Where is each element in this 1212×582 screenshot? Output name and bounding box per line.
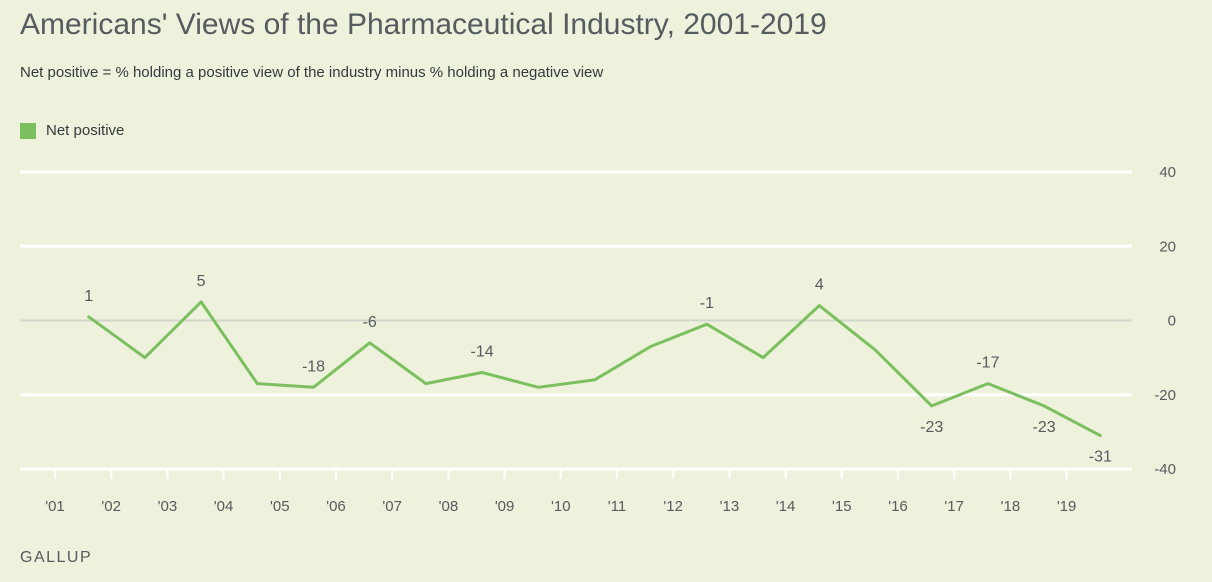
data-label: -23: [1033, 419, 1056, 436]
x-tick-label: '08: [439, 498, 459, 515]
grid-layer: [20, 170, 1132, 471]
x-tick-label: '06: [326, 498, 346, 515]
x-tick-label: '12: [663, 498, 683, 515]
data-labels: 15-18-6-14-14-23-17-23-31: [84, 273, 1112, 466]
x-tick-label: '17: [944, 498, 964, 515]
data-label: -17: [976, 355, 999, 372]
series-line-net-positive: [87, 300, 1102, 438]
data-label: 5: [197, 273, 206, 290]
series-layer: [87, 300, 1102, 438]
chart-subtitle: Net positive = % holding a positive view…: [20, 64, 604, 81]
x-tick-label: '15: [832, 498, 852, 515]
data-label: 1: [84, 288, 93, 305]
data-label: -31: [1089, 449, 1112, 466]
legend-swatch: [20, 122, 36, 139]
data-label: -6: [363, 314, 377, 331]
legend-label: Net positive: [46, 122, 125, 139]
x-tick-label: '07: [382, 498, 402, 515]
x-tick-label: '03: [158, 498, 178, 515]
data-label: -1: [700, 295, 714, 312]
x-tick-label: '16: [888, 498, 908, 515]
x-tick-label: '18: [1001, 498, 1021, 515]
data-label: 4: [815, 277, 824, 294]
x-tick-label: '11: [608, 498, 626, 515]
x-tick-label: '13: [720, 498, 740, 515]
x-tick-label: '10: [551, 498, 571, 515]
y-axis-ticks: 40 20 0 -20 -40: [1154, 164, 1176, 478]
y-tick-label: -40: [1154, 461, 1176, 478]
x-tick-label: '04: [214, 498, 234, 515]
source-label: GALLUP: [20, 549, 93, 566]
chart-title: Americans' Views of the Pharmaceutical I…: [20, 8, 827, 41]
y-tick-label: 20: [1159, 238, 1176, 255]
y-tick-label: 40: [1159, 164, 1176, 181]
x-tick-label: '14: [776, 498, 796, 515]
legend: Net positive: [20, 122, 124, 139]
y-tick-label: 0: [1168, 313, 1176, 330]
x-axis-ticks: '01 '02 '03 '04 '05 '06 '07 '08 '09 '10 '11 '12 '13 '…: [45, 469, 1076, 515]
x-tick-label: '09: [495, 498, 515, 515]
x-tick-label: '19: [1057, 498, 1077, 515]
x-tick-label: '01: [45, 498, 65, 515]
x-tick-label: '02: [101, 498, 121, 515]
data-label: -18: [302, 358, 325, 375]
x-tick-label: '05: [270, 498, 290, 515]
data-label: -14: [471, 343, 494, 360]
y-tick-label: -20: [1154, 387, 1176, 404]
data-label: -23: [920, 419, 943, 436]
